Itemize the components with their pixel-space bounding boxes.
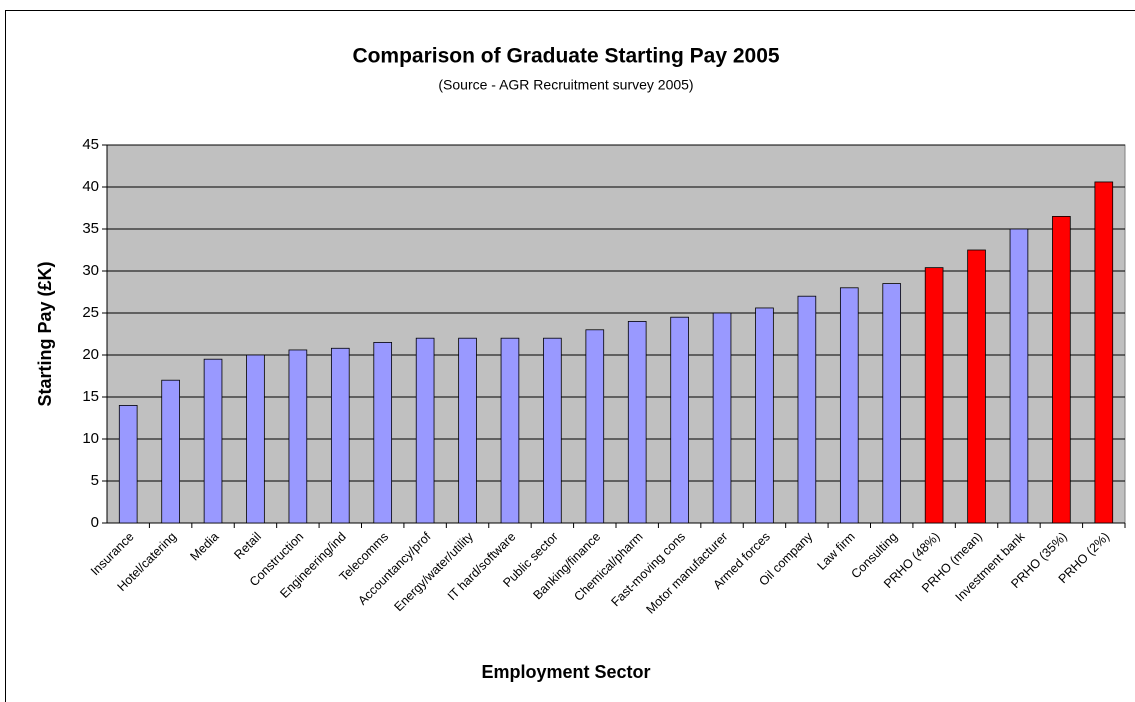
y-tick-label: 30 [82,262,99,279]
bar [1009,228,1029,524]
x-axis-title: Employment Sector [481,662,650,682]
bar [288,349,308,524]
bar [882,283,902,524]
bar [373,341,393,524]
y-tick-label: 35 [82,220,99,237]
chart-title: Comparison of Graduate Starting Pay 2005 [352,45,779,68]
y-tick-label: 40 [82,178,99,195]
bar [627,320,647,524]
bar [330,347,350,524]
y-tick-label: 10 [82,430,99,447]
bar [585,329,605,524]
bar [755,307,774,524]
bar [500,337,520,524]
bar [118,404,138,524]
bar [1052,215,1071,524]
y-tick-label: 15 [82,388,99,405]
bar [161,379,180,524]
bar [415,337,435,524]
bar [670,316,689,524]
bar [839,287,859,524]
y-tick-label: 20 [82,346,99,363]
bar [712,312,732,524]
bar [967,249,986,524]
bar [797,295,817,524]
plot-area [106,144,1126,524]
bar [458,337,477,524]
bar [543,337,562,524]
y-tick-label: 0 [91,514,99,531]
bar [1094,181,1114,524]
y-tick-label: 45 [82,136,99,153]
chart-subtitle: (Source - AGR Recruitment survey 2005) [438,77,693,93]
bar [203,358,223,524]
y-tick-label: 25 [82,304,99,321]
y-axis-title: Starting Pay (£K) [35,261,55,406]
y-tick-label: 5 [91,472,99,489]
bar [246,354,265,524]
bar [924,267,944,524]
